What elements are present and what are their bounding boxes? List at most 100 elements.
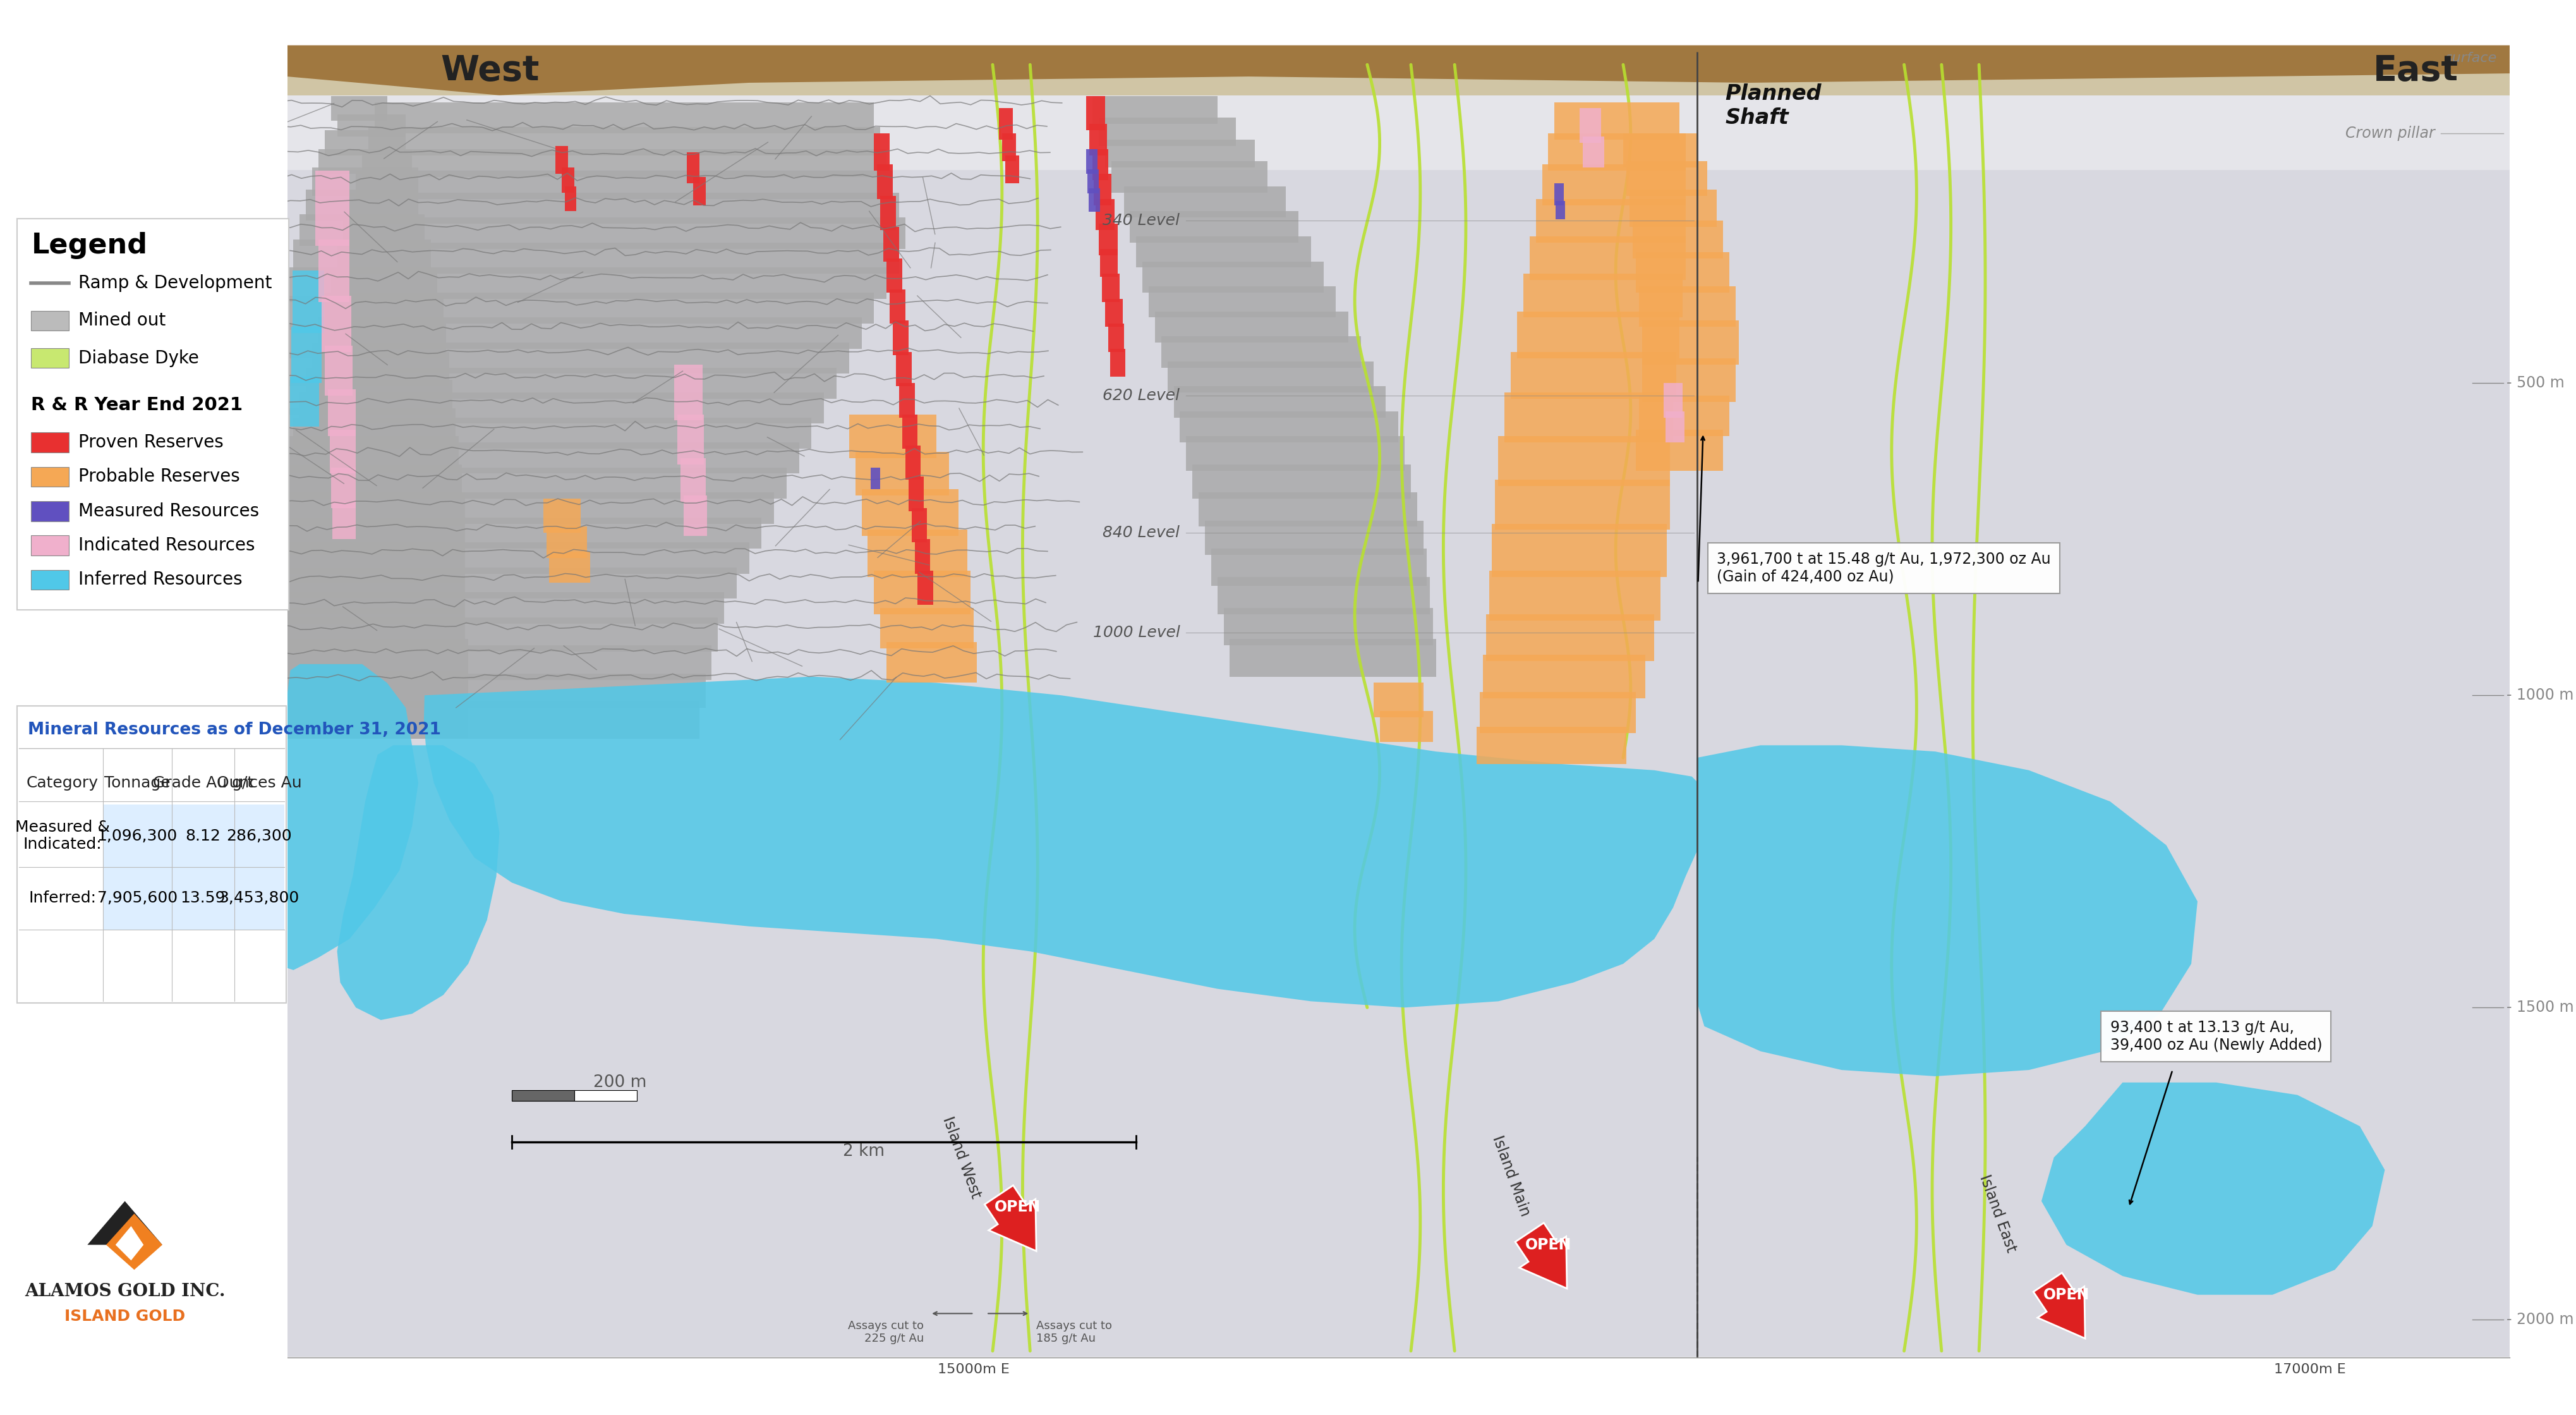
Bar: [1476, 726, 1625, 764]
Bar: [899, 383, 914, 417]
Polygon shape: [88, 1201, 162, 1245]
Bar: [1543, 164, 1685, 205]
Bar: [1517, 311, 1680, 358]
Bar: [330, 267, 886, 299]
Bar: [250, 640, 469, 676]
Bar: [1373, 683, 1425, 717]
Bar: [886, 642, 976, 683]
Bar: [350, 192, 899, 224]
Text: 1,096,300: 1,096,300: [98, 828, 178, 843]
Bar: [1105, 299, 1123, 327]
Bar: [31, 433, 70, 453]
Text: Crown pillar: Crown pillar: [2344, 126, 2434, 142]
Bar: [1553, 102, 1680, 140]
Text: Category: Category: [26, 775, 98, 791]
Bar: [250, 645, 711, 679]
Bar: [677, 415, 703, 464]
Bar: [556, 146, 569, 174]
Bar: [319, 239, 350, 301]
Bar: [1095, 174, 1110, 205]
Text: surface: surface: [2445, 52, 2496, 65]
Bar: [1180, 412, 1399, 443]
Text: 3,961,700 t at 15.48 g/t Au, 1,972,300 oz Au
(Gain of 424,400 oz Au): 3,961,700 t at 15.48 g/t Au, 1,972,300 o…: [1716, 552, 2050, 584]
Bar: [1090, 125, 1108, 156]
Text: Island East: Island East: [1976, 1173, 2020, 1255]
Text: - 500 m: - 500 m: [2506, 375, 2566, 391]
Bar: [1185, 436, 1404, 471]
Bar: [1131, 211, 1298, 242]
Text: 620 Level: 620 Level: [1103, 388, 1180, 403]
Bar: [562, 168, 574, 192]
Bar: [31, 501, 70, 521]
Bar: [513, 1090, 574, 1101]
Bar: [31, 467, 70, 487]
Bar: [912, 508, 927, 542]
Bar: [1530, 236, 1685, 280]
Bar: [1636, 430, 1723, 471]
Bar: [103, 867, 173, 930]
Text: 7,905,600: 7,905,600: [98, 890, 178, 906]
Text: Planned
Shaft: Planned Shaft: [1726, 83, 1821, 129]
Bar: [1636, 252, 1728, 293]
Bar: [904, 446, 920, 480]
Bar: [871, 467, 881, 490]
Bar: [31, 535, 70, 556]
Bar: [549, 552, 590, 583]
Bar: [1625, 161, 1708, 195]
Polygon shape: [1698, 746, 2197, 1077]
Bar: [263, 521, 466, 555]
Bar: [286, 45, 2509, 170]
Bar: [276, 408, 456, 443]
Text: OPEN: OPEN: [2043, 1288, 2089, 1302]
Bar: [268, 518, 762, 549]
Bar: [307, 368, 837, 399]
Bar: [1381, 710, 1432, 741]
Bar: [873, 570, 971, 614]
Text: - 1500 m: - 1500 m: [2506, 1000, 2573, 1015]
Bar: [299, 215, 425, 246]
Text: Measured &
Indicated:: Measured & Indicated:: [15, 819, 111, 852]
Bar: [31, 348, 70, 368]
Bar: [1103, 275, 1121, 301]
Bar: [330, 430, 355, 474]
Bar: [914, 539, 930, 573]
Bar: [332, 502, 355, 539]
Bar: [1105, 140, 1255, 168]
Bar: [693, 177, 706, 205]
Bar: [1092, 96, 1218, 125]
Bar: [894, 321, 909, 355]
Bar: [881, 195, 896, 231]
Bar: [234, 867, 283, 930]
Text: 840 Level: 840 Level: [1103, 525, 1180, 541]
Bar: [294, 239, 430, 275]
Text: Legend: Legend: [31, 232, 147, 259]
Bar: [343, 218, 904, 249]
Bar: [31, 311, 70, 331]
Text: Ramp & Development: Ramp & Development: [77, 275, 270, 291]
Bar: [1108, 324, 1123, 352]
Bar: [270, 436, 459, 471]
FancyBboxPatch shape: [18, 706, 286, 1003]
Bar: [1492, 524, 1667, 577]
Text: Grade Au g/t: Grade Au g/t: [152, 775, 252, 791]
Bar: [250, 674, 706, 708]
Text: Ounces Au: Ounces Au: [216, 775, 301, 791]
Bar: [322, 296, 350, 352]
Bar: [1092, 149, 1108, 180]
Bar: [850, 415, 938, 458]
Text: Inferred Resources: Inferred Resources: [77, 572, 242, 589]
Bar: [1141, 262, 1324, 293]
Text: 13.59: 13.59: [180, 890, 227, 906]
Bar: [234, 805, 283, 867]
Bar: [1479, 692, 1636, 733]
Bar: [680, 458, 706, 502]
FancyArrow shape: [1515, 1223, 1566, 1289]
Bar: [250, 617, 719, 652]
Bar: [299, 392, 824, 423]
Bar: [325, 130, 407, 156]
Bar: [884, 226, 899, 262]
Text: Mined out: Mined out: [77, 311, 165, 330]
Text: Island Main: Island Main: [1489, 1133, 1533, 1218]
Text: 93,400 t at 13.13 g/t Au,
39,400 oz Au (Newly Added): 93,400 t at 13.13 g/t Au, 39,400 oz Au (…: [2110, 1020, 2321, 1053]
Bar: [337, 115, 407, 136]
